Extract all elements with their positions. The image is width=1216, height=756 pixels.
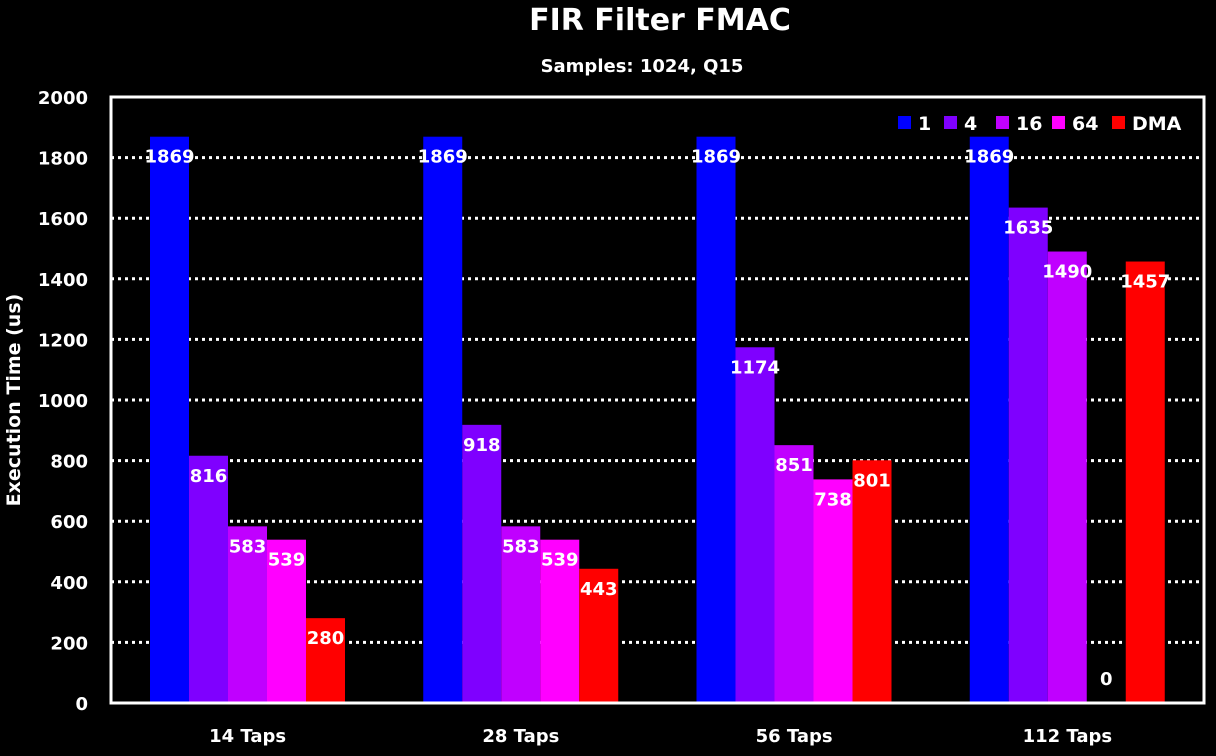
data-label: 1869 [418, 147, 468, 168]
legend-label: 16 [1016, 113, 1042, 135]
bar-series-4 [1008, 207, 1048, 703]
data-labels: 1869816583539280186991858353944318691174… [144, 147, 1170, 690]
data-label: 816 [190, 466, 228, 487]
legend-swatch [898, 116, 911, 129]
legend-swatch [944, 116, 957, 129]
data-label: 443 [580, 579, 618, 600]
legend: 1 4 16 64 DMA [898, 113, 1182, 135]
legend-label: DMA [1132, 113, 1182, 135]
y-tick-label: 1600 [38, 209, 88, 230]
data-label: 1174 [730, 357, 780, 378]
data-label: 918 [463, 435, 501, 456]
legend-label: 64 [1072, 113, 1098, 135]
bar-series-1 [423, 136, 463, 703]
plot-frame [109, 95, 1206, 705]
y-tick-label: 600 [50, 512, 88, 533]
data-label: 1635 [1003, 218, 1053, 239]
y-tick-label: 2000 [38, 88, 88, 109]
data-label: 583 [502, 536, 540, 557]
bar-series-16 [774, 445, 814, 703]
y-tick-label: 1200 [38, 330, 88, 351]
bar-series-16 [501, 526, 541, 703]
bars [150, 136, 1165, 703]
bar-series-dma [852, 460, 892, 703]
chart-subtitle: Samples: 1024, Q15 [541, 56, 744, 77]
legend-label: 4 [964, 113, 977, 135]
y-tick-label: 200 [50, 633, 88, 654]
legend-swatch [1112, 116, 1125, 129]
data-label: 1869 [144, 147, 194, 168]
bar-series-64 [813, 479, 853, 703]
y-axis-label: Execution Time (us) [3, 294, 25, 507]
x-tick-label: 56 Taps [756, 726, 833, 747]
y-tick-label: 1800 [38, 149, 88, 170]
bar-series-1 [150, 136, 189, 703]
legend-swatch [996, 116, 1009, 129]
bar-series-16 [228, 526, 267, 703]
bar-series-4 [462, 424, 502, 703]
data-label: 738 [814, 489, 852, 510]
bar-series-4 [189, 455, 228, 703]
data-label: 280 [307, 628, 345, 649]
bar-series-1 [696, 136, 736, 703]
data-label: 0 [1100, 669, 1113, 690]
y-tick-label: 400 [50, 573, 88, 594]
bar-series-1 [969, 136, 1009, 703]
data-label: 539 [541, 550, 579, 571]
legend-label: 1 [918, 113, 931, 135]
bar-series-64 [267, 539, 306, 703]
x-tick-label: 112 Taps [1023, 726, 1113, 747]
bar-series-dma [1125, 261, 1165, 703]
bar-series-dma [579, 568, 619, 703]
data-label: 1869 [691, 147, 741, 168]
bar-series-4 [735, 347, 775, 703]
x-tick-label: 14 Taps [209, 726, 286, 747]
bar-series-16 [1047, 251, 1087, 703]
legend-swatch [1052, 116, 1065, 129]
bar-series-64 [540, 539, 580, 703]
data-label: 539 [268, 550, 306, 571]
data-label: 1490 [1042, 262, 1092, 283]
y-tick-label: 1400 [38, 270, 88, 291]
data-label: 1869 [964, 147, 1014, 168]
bar-series-dma [306, 618, 345, 703]
chart-title: FIR Filter FMAC [529, 3, 791, 38]
y-tick-label: 1000 [38, 391, 88, 412]
data-label: 1457 [1120, 272, 1170, 293]
y-axis-ticks: 0 200 400 600 800 1000 1200 1400 1600 1800 2000 [38, 88, 88, 715]
data-label: 851 [775, 455, 813, 476]
data-label: 801 [853, 470, 891, 491]
x-axis-ticks: 14 Taps 28 Taps 56 Taps 112 Taps [209, 726, 1112, 747]
x-tick-label: 28 Taps [482, 726, 559, 747]
y-tick-label: 0 [75, 694, 88, 715]
data-label: 583 [229, 536, 267, 557]
y-tick-label: 800 [50, 452, 88, 473]
